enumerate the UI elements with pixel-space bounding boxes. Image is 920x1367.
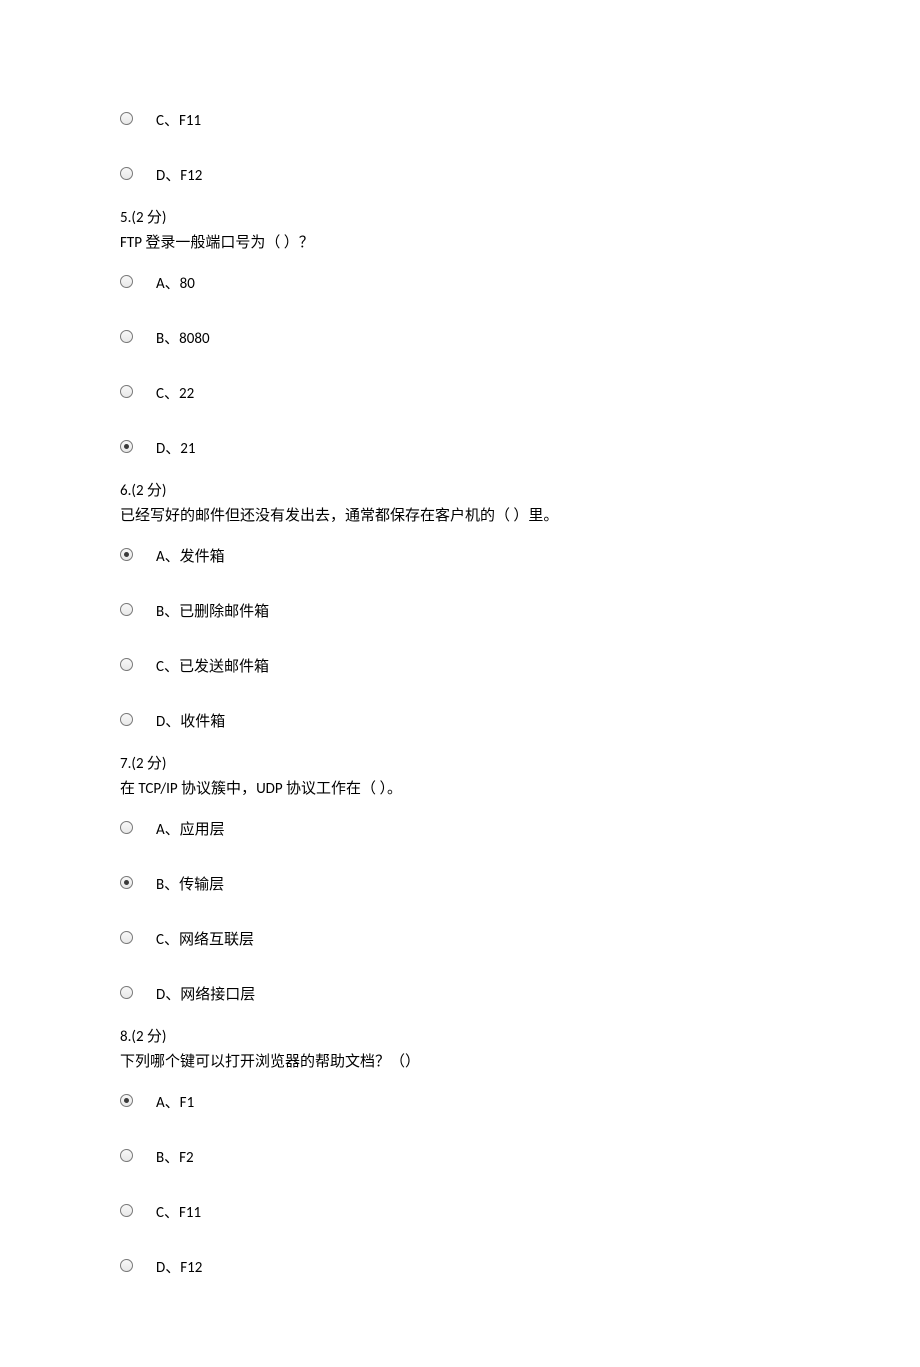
option-row-q7-c[interactable]: C、网络互联层 [120, 924, 800, 951]
radio-q5-a[interactable] [120, 275, 133, 288]
question-5: 5.(2 分) FTP 登录一般端口号为（ ）？ A、80 B、8080 C、2… [120, 207, 800, 460]
radio-wrap [120, 385, 152, 398]
radio-wrap [120, 1204, 152, 1217]
radio-wrap [120, 931, 152, 944]
radio-wrap [120, 876, 152, 889]
question-6-text: 已经写好的邮件但还没有发出去，通常都保存在客户机的（ ）里。 [120, 505, 800, 528]
option-row-q6-c[interactable]: C、已发送邮件箱 [120, 651, 800, 678]
option-label-q7-b: B、传输层 [152, 869, 224, 896]
radio-q6-c[interactable] [120, 658, 133, 671]
question-5-text: FTP 登录一般端口号为（ ）？ [120, 232, 800, 255]
question-8: 8.(2 分) 下列哪个键可以打开浏览器的帮助文档？（） A、F1 B、F2 C… [120, 1026, 800, 1279]
option-row-q4-c[interactable]: C、F11 [120, 105, 800, 132]
option-label-q6-a: A、发件箱 [152, 541, 225, 568]
radio-wrap [120, 1259, 152, 1272]
radio-q8-b[interactable] [120, 1149, 133, 1162]
radio-wrap [120, 713, 152, 726]
option-label-q5-a: A、80 [152, 268, 195, 295]
option-label-q7-d: D、网络接口层 [152, 979, 255, 1006]
option-row-q5-b[interactable]: B、8080 [120, 323, 800, 350]
question-4-tail: C、F11 D、F12 [120, 105, 800, 187]
question-7: 7.(2 分) 在 TCP/IP 协议簇中，UDP 协议工作在（ ）。 A、应用… [120, 753, 800, 1006]
radio-wrap [120, 112, 152, 125]
radio-q5-d[interactable] [120, 440, 133, 453]
radio-q8-d[interactable] [120, 1259, 133, 1272]
radio-wrap [120, 986, 152, 999]
option-row-q8-d[interactable]: D、F12 [120, 1252, 800, 1279]
option-row-q4-d[interactable]: D、F12 [120, 160, 800, 187]
question-8-text: 下列哪个键可以打开浏览器的帮助文档？（） [120, 1051, 800, 1074]
option-label-q4-c: C、F11 [152, 105, 201, 132]
option-row-q8-c[interactable]: C、F11 [120, 1197, 800, 1224]
radio-q6-a[interactable] [120, 548, 133, 561]
radio-wrap [120, 440, 152, 453]
radio-wrap [120, 548, 152, 561]
radio-q4-c[interactable] [120, 112, 133, 125]
radio-q6-d[interactable] [120, 713, 133, 726]
radio-q7-b[interactable] [120, 876, 133, 889]
option-label-q5-b: B、8080 [152, 323, 210, 350]
option-label-q8-a: A、F1 [152, 1087, 194, 1114]
option-row-q7-a[interactable]: A、应用层 [120, 814, 800, 841]
question-5-header: 5.(2 分) [120, 207, 800, 230]
radio-q7-a[interactable] [120, 821, 133, 834]
option-label-q8-c: C、F11 [152, 1197, 201, 1224]
option-label-q6-d: D、收件箱 [152, 706, 225, 733]
option-row-q8-b[interactable]: B、F2 [120, 1142, 800, 1169]
option-row-q5-d[interactable]: D、21 [120, 433, 800, 460]
option-label-q8-d: D、F12 [152, 1252, 202, 1279]
radio-wrap [120, 1149, 152, 1162]
question-6: 6.(2 分) 已经写好的邮件但还没有发出去，通常都保存在客户机的（ ）里。 A… [120, 480, 800, 733]
radio-q5-b[interactable] [120, 330, 133, 343]
radio-q8-c[interactable] [120, 1204, 133, 1217]
option-label-q5-d: D、21 [152, 433, 195, 460]
option-row-q5-a[interactable]: A、80 [120, 268, 800, 295]
option-row-q8-a[interactable]: A、F1 [120, 1087, 800, 1114]
option-row-q7-d[interactable]: D、网络接口层 [120, 979, 800, 1006]
radio-q7-c[interactable] [120, 931, 133, 944]
radio-q6-b[interactable] [120, 603, 133, 616]
question-7-text: 在 TCP/IP 协议簇中，UDP 协议工作在（ ）。 [120, 778, 800, 801]
radio-wrap [120, 821, 152, 834]
radio-q7-d[interactable] [120, 986, 133, 999]
option-row-q6-a[interactable]: A、发件箱 [120, 541, 800, 568]
option-row-q7-b[interactable]: B、传输层 [120, 869, 800, 896]
option-row-q6-d[interactable]: D、收件箱 [120, 706, 800, 733]
radio-wrap [120, 658, 152, 671]
question-7-header: 7.(2 分) [120, 753, 800, 776]
option-label-q4-d: D、F12 [152, 160, 202, 187]
option-row-q6-b[interactable]: B、已删除邮件箱 [120, 596, 800, 623]
radio-q4-d[interactable] [120, 167, 133, 180]
radio-wrap [120, 275, 152, 288]
option-label-q6-c: C、已发送邮件箱 [152, 651, 269, 678]
radio-wrap [120, 330, 152, 343]
option-label-q5-c: C、22 [152, 378, 194, 405]
question-6-header: 6.(2 分) [120, 480, 800, 503]
option-label-q8-b: B、F2 [152, 1142, 194, 1169]
radio-wrap [120, 603, 152, 616]
radio-q5-c[interactable] [120, 385, 133, 398]
radio-wrap [120, 1094, 152, 1107]
question-8-header: 8.(2 分) [120, 1026, 800, 1049]
radio-wrap [120, 167, 152, 180]
option-label-q7-c: C、网络互联层 [152, 924, 254, 951]
option-label-q6-b: B、已删除邮件箱 [152, 596, 269, 623]
option-label-q7-a: A、应用层 [152, 814, 225, 841]
option-row-q5-c[interactable]: C、22 [120, 378, 800, 405]
radio-q8-a[interactable] [120, 1094, 133, 1107]
